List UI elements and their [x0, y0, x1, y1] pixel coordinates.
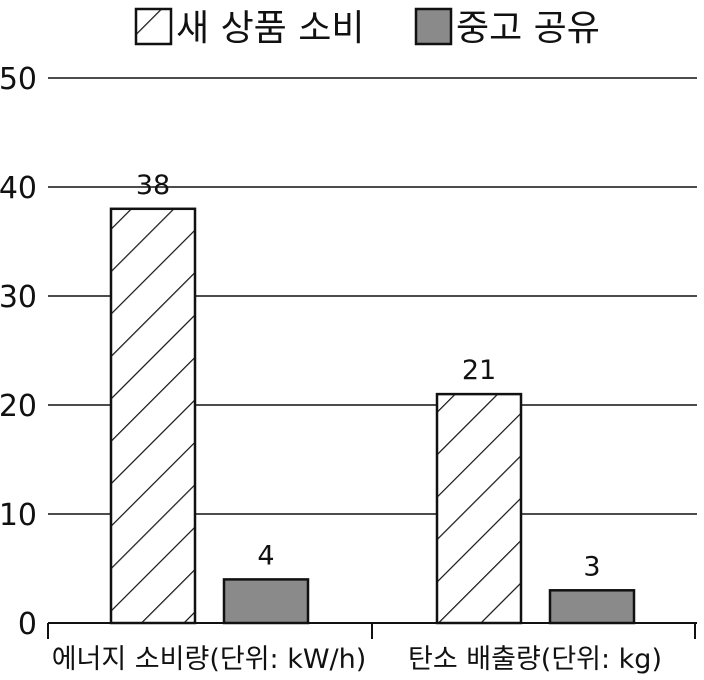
data-label-1-1: 3 — [583, 551, 600, 582]
bar-new-0 — [109, 207, 197, 625]
bar-new-1 — [435, 392, 523, 625]
y-tick-label-30: 30 — [0, 280, 37, 315]
y-tick-label-20: 20 — [0, 389, 37, 424]
bars — [109, 207, 636, 625]
legend-label-1: 중고 공유 — [456, 8, 600, 49]
legend-label-0: 새 상품 소비 — [176, 8, 365, 49]
legend-swatch-1 — [414, 7, 453, 46]
category-label-1: 탄소 배출량(단위: kg) — [408, 644, 662, 675]
labels: 0 10 20 30 40 50 에너지 소비량(단위: kW/h) 탄소 배출량(단위: k… — [0, 62, 662, 675]
bar-used-1 — [548, 589, 636, 625]
y-tick-label-50: 50 — [0, 62, 37, 97]
y-tick-label-40: 40 — [0, 171, 37, 206]
y-tick-label-0: 0 — [18, 607, 37, 642]
legend: 새 상품 소비 중고 공유 — [134, 7, 600, 49]
category-label-0: 에너지 소비량(단위: kW/h) — [52, 644, 367, 675]
axes — [47, 622, 697, 639]
legend-swatch-0 — [134, 7, 173, 46]
data-label-0-1: 21 — [462, 355, 496, 386]
data-label-0-0: 38 — [136, 170, 170, 201]
y-tick-label-10: 10 — [0, 498, 37, 533]
bar-used-0 — [222, 578, 310, 625]
data-label-1-0: 4 — [257, 540, 274, 571]
